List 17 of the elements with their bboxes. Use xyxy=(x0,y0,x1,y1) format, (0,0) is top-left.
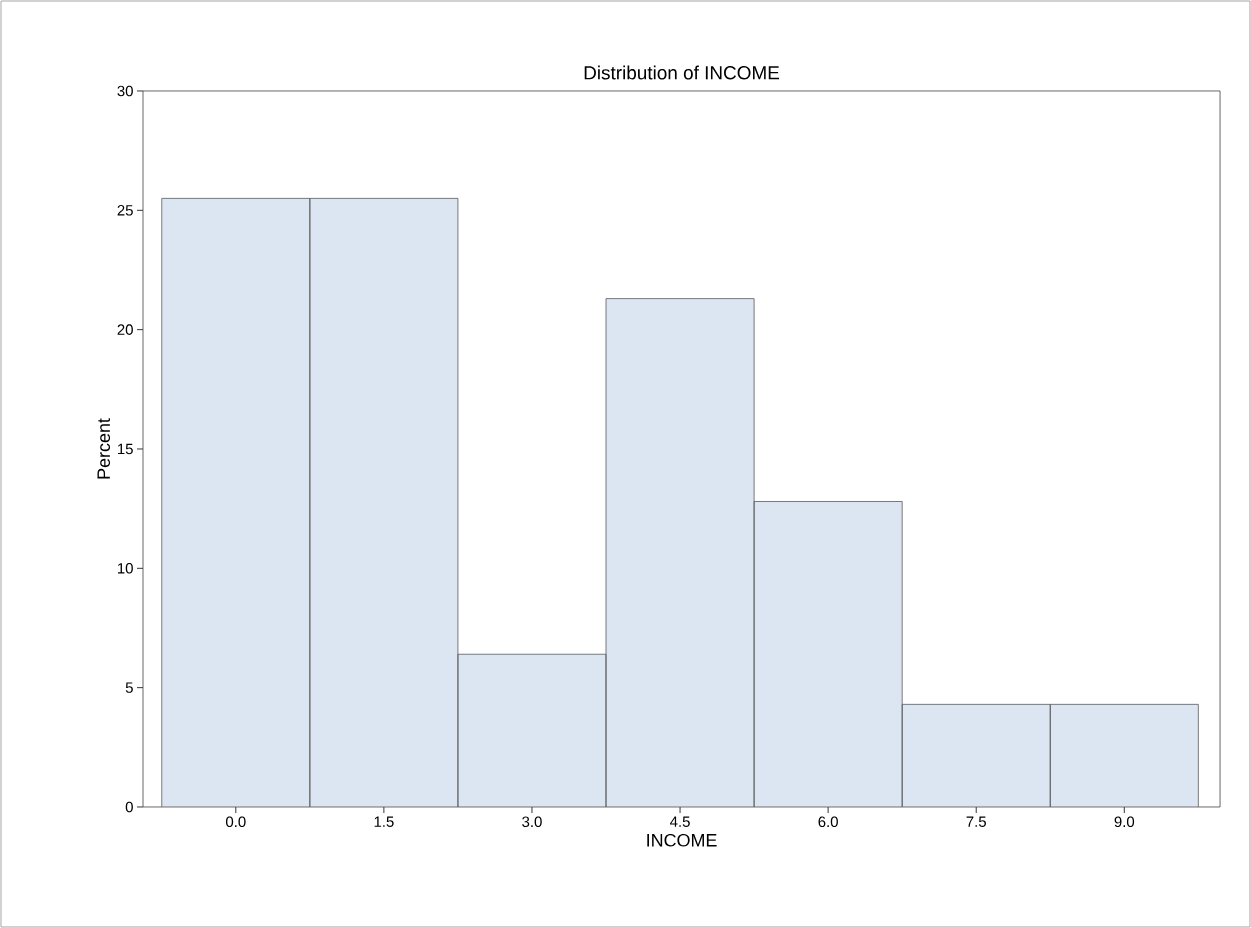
x-tick-label: 1.5 xyxy=(374,816,394,827)
y-tick-label: 10 xyxy=(118,563,133,574)
y-tick-label: 5 xyxy=(125,682,133,693)
x-tick-label: 3.0 xyxy=(522,816,542,828)
x-tick-label: 7.5 xyxy=(966,816,986,827)
y-axis-title: Percent xyxy=(97,418,111,479)
x-tick-label: 0.0 xyxy=(226,816,246,828)
x-tick-label: 4.5 xyxy=(670,816,690,827)
x-tick-label: 9.0 xyxy=(1114,816,1135,828)
y-tick-label: 0 xyxy=(125,801,133,813)
chart-title: Distribution of INCOME xyxy=(584,65,780,80)
x-tick-label: 6.0 xyxy=(818,816,838,828)
y-tick-label: 15 xyxy=(118,443,133,455)
y-tick-label: 25 xyxy=(117,205,133,216)
x-axis-title: INCOME xyxy=(647,833,717,847)
y-tick-label: 30 xyxy=(117,85,133,97)
y-tick-label: 20 xyxy=(117,324,133,335)
